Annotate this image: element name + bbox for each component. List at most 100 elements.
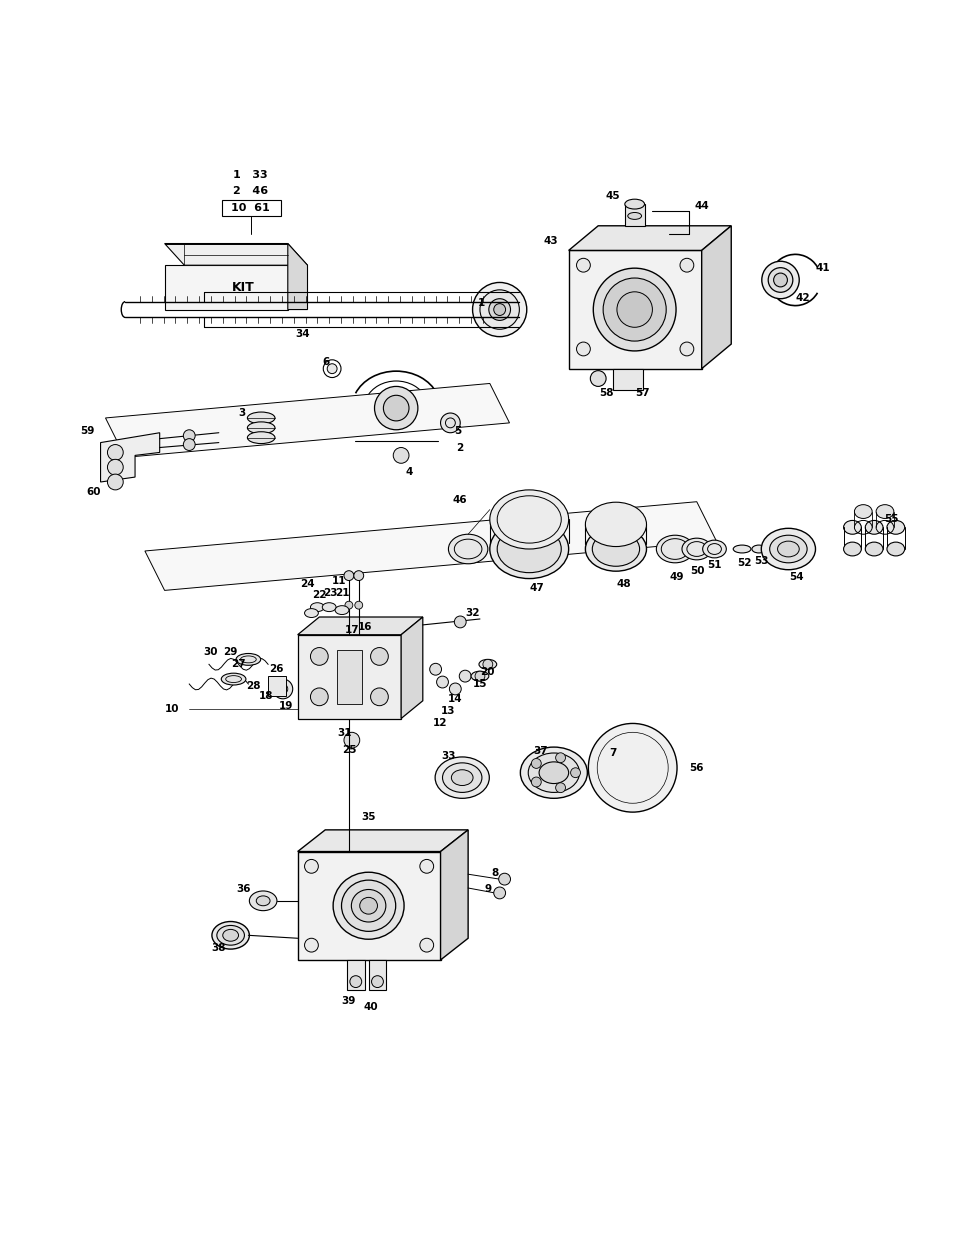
Circle shape [494,887,505,899]
Text: 51: 51 [706,559,721,569]
Ellipse shape [538,762,568,783]
Ellipse shape [842,520,861,535]
Ellipse shape [212,921,249,950]
Text: 48: 48 [616,578,631,589]
Ellipse shape [497,525,560,573]
Polygon shape [568,226,731,251]
Text: 17: 17 [344,625,358,635]
Text: 4: 4 [405,467,413,477]
Text: 49: 49 [669,572,683,582]
Text: KIT: KIT [232,282,254,294]
Text: 41: 41 [815,263,829,273]
Circle shape [344,732,359,748]
Ellipse shape [886,542,903,556]
Circle shape [531,758,540,768]
Ellipse shape [216,925,244,945]
Text: 16: 16 [357,622,372,632]
Ellipse shape [322,603,335,611]
Ellipse shape [681,538,711,559]
Text: 8: 8 [491,868,497,878]
Circle shape [345,601,353,609]
Text: 37: 37 [533,746,548,756]
Ellipse shape [886,520,903,535]
Bar [624,204,644,226]
Text: 10  61: 10 61 [231,203,270,214]
Text: 2: 2 [456,442,463,452]
Polygon shape [106,383,509,457]
Circle shape [429,663,441,676]
Circle shape [393,447,409,463]
Ellipse shape [247,412,274,424]
Ellipse shape [341,881,395,931]
Ellipse shape [733,545,750,553]
Circle shape [590,370,605,387]
Ellipse shape [235,653,260,666]
Ellipse shape [435,757,489,798]
Text: 6: 6 [322,357,330,367]
Ellipse shape [359,898,377,914]
Circle shape [458,671,471,682]
Ellipse shape [442,763,481,793]
Circle shape [570,768,579,778]
Text: 32: 32 [464,608,478,618]
Ellipse shape [310,603,324,611]
Circle shape [108,474,123,490]
Circle shape [419,939,434,952]
Bar [368,960,386,989]
Polygon shape [100,432,159,482]
Ellipse shape [773,273,786,287]
Ellipse shape [489,490,568,550]
Ellipse shape [471,671,488,680]
Text: 23: 23 [322,588,337,598]
Ellipse shape [448,535,487,564]
Bar [221,200,280,216]
Ellipse shape [247,422,274,433]
Circle shape [183,430,195,442]
Text: 34: 34 [295,330,310,340]
Ellipse shape [256,895,270,905]
Text: 38: 38 [212,944,226,953]
Text: 27: 27 [231,659,246,669]
Circle shape [350,976,361,988]
Text: 52: 52 [736,558,751,568]
Polygon shape [165,243,307,266]
Text: 59: 59 [80,426,95,436]
Text: 56: 56 [689,763,703,773]
Text: 60: 60 [87,487,101,496]
Ellipse shape [702,540,725,558]
Text: 58: 58 [598,388,613,399]
Ellipse shape [494,304,505,315]
Text: 30: 30 [204,647,218,657]
Circle shape [371,976,383,988]
Text: 21: 21 [335,588,349,598]
Text: 20: 20 [480,667,495,677]
Text: 47: 47 [529,583,544,594]
Circle shape [679,258,693,272]
Ellipse shape [854,505,871,519]
Text: 54: 54 [788,572,802,582]
Circle shape [273,679,293,699]
Circle shape [436,676,448,688]
Circle shape [354,571,363,580]
Ellipse shape [842,542,861,556]
Bar [268,676,286,695]
Ellipse shape [588,724,677,813]
Text: 24: 24 [300,578,314,589]
Ellipse shape [351,889,385,923]
Circle shape [344,571,354,580]
Circle shape [304,939,318,952]
Circle shape [304,860,318,873]
Text: 22: 22 [312,590,326,600]
Ellipse shape [585,503,646,547]
Ellipse shape [249,890,276,910]
Text: 29: 29 [223,647,237,657]
Ellipse shape [488,299,510,320]
Text: 40: 40 [363,1003,377,1013]
Text: 12: 12 [433,719,447,729]
Text: 57: 57 [635,388,649,399]
Text: 28: 28 [246,680,260,692]
Circle shape [419,860,434,873]
Bar [613,369,642,390]
Ellipse shape [777,541,799,557]
Text: 13: 13 [440,705,456,715]
